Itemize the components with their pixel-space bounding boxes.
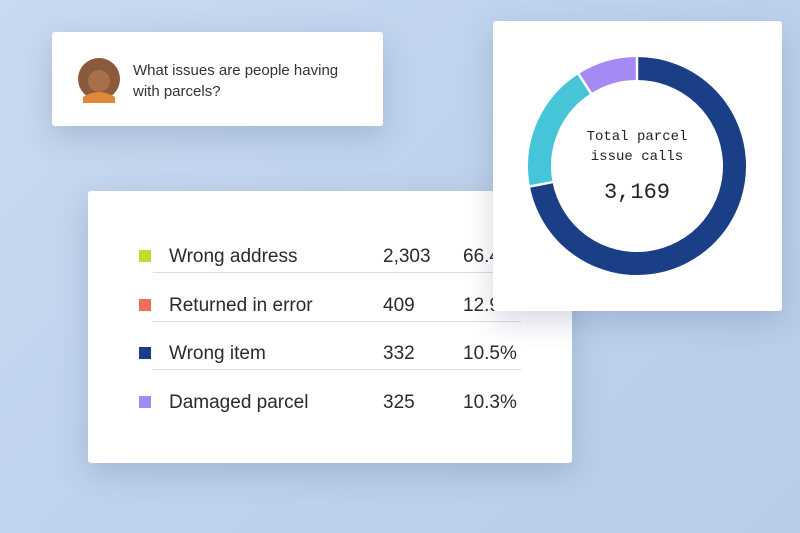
row-percent: 10.5% [463,343,517,364]
donut-segment [528,73,592,187]
avatar [78,58,120,103]
row-label: Damaged parcel [169,391,309,413]
question: What issues are people having with parce… [133,62,339,100]
segment-gap [528,180,554,188]
legend-swatch [139,298,151,311]
segment-gap [577,72,593,95]
chart: Total parcel issue calls 3,169 [528,56,746,275]
row-label: Wrong address [169,246,298,267]
table-row: Wrong item 332 10.5% [88,330,572,378]
total-value: 3,169 [604,180,670,205]
donut-card: Total parcel issue calls 3,169 [493,21,782,311]
table-row: Damaged parcel 325 10.3% [88,379,572,427]
divider [153,272,521,273]
chart-title: issue calls [591,149,683,165]
row-count: 409 [383,294,415,316]
row-count: 325 [383,391,415,413]
donut-segment [578,57,638,94]
table-card: Wrong address 2,303 66.4% Returned in error… [88,191,572,463]
row-count: 332 [383,343,415,364]
row-label: Wrong item [169,343,266,364]
divider [153,369,521,370]
legend-swatch [139,250,151,262]
row-percent: 10.3% [463,391,517,413]
row-label: Returned in error [169,294,313,316]
donut-segment [529,57,746,275]
chat-card: What issues are people having with parce… [52,32,383,126]
row-count: 2,303 [383,246,431,267]
legend-swatch [139,347,151,359]
chart-title: Total parcel [587,129,688,145]
legend-swatch [139,395,151,408]
divider [153,320,521,322]
